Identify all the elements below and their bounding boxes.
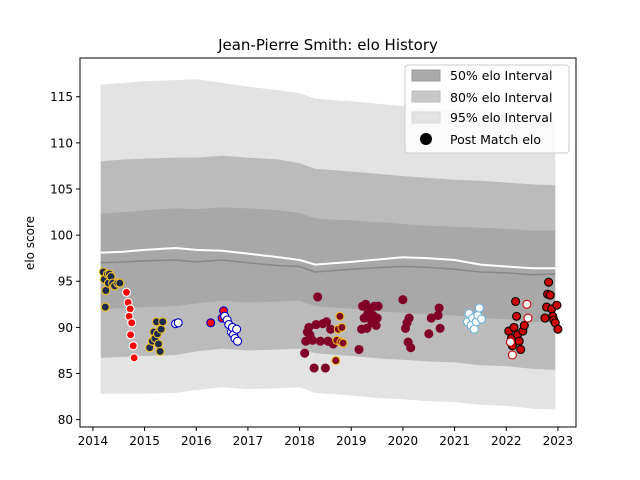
match-point <box>313 292 323 302</box>
legend-box <box>404 64 570 154</box>
match-point <box>153 339 164 349</box>
y-tick-label: 105 <box>50 182 73 196</box>
match-point <box>127 318 137 328</box>
match-point <box>155 346 165 356</box>
match-point <box>424 329 434 339</box>
match-point <box>474 303 484 313</box>
match-point <box>115 278 125 288</box>
match-point <box>552 300 562 310</box>
match-point <box>233 336 243 346</box>
match-point <box>128 341 138 351</box>
match-point <box>320 363 330 373</box>
x-tick-label: 2017 <box>233 434 264 448</box>
match-point <box>544 277 554 287</box>
match-point <box>121 287 132 297</box>
legend-swatch-95 <box>411 111 441 124</box>
match-point <box>315 336 325 346</box>
match-point <box>406 343 416 353</box>
match-point <box>435 323 445 333</box>
match-point <box>232 324 242 334</box>
legend-label-post-match: Post Match elo <box>450 132 541 147</box>
y-tick-label: 80 <box>58 413 73 427</box>
x-tick-label: 2022 <box>491 434 522 448</box>
legend-label-95: 95% elo Interval <box>450 110 552 125</box>
y-tick-label: 85 <box>58 367 73 381</box>
match-point <box>321 317 332 327</box>
match-point <box>371 320 381 331</box>
match-point <box>300 348 310 358</box>
match-point <box>373 301 383 311</box>
match-point <box>512 311 522 321</box>
match-point <box>509 322 519 332</box>
match-point <box>206 318 216 328</box>
median-line <box>100 259 556 276</box>
legend: 50% elo Interval 80% elo Interval 95% el… <box>404 64 570 154</box>
match-point <box>523 313 533 323</box>
match-point <box>354 344 364 355</box>
match-point <box>476 314 487 324</box>
x-tick-label: 2016 <box>181 434 212 448</box>
match-point <box>125 304 135 314</box>
y-tick-label: 95 <box>58 275 73 289</box>
y-tick-label: 110 <box>50 136 73 150</box>
match-point <box>514 336 524 346</box>
match-point <box>335 311 345 321</box>
match-point <box>507 350 517 360</box>
y-axis-label: elo score <box>23 216 37 270</box>
match-point <box>126 330 136 340</box>
match-point <box>434 303 444 313</box>
x-tick-label: 2020 <box>388 434 419 448</box>
match-point <box>545 290 555 300</box>
x-tick-label: 2015 <box>129 434 160 448</box>
y-tick-label: 100 <box>50 229 73 243</box>
match-point <box>540 313 550 323</box>
x-tick-label: 2021 <box>439 434 470 448</box>
match-point <box>398 295 408 305</box>
legend-swatch-80 <box>411 90 441 103</box>
match-point <box>404 313 414 323</box>
match-point <box>511 296 521 307</box>
legend-marker-post-match <box>420 133 432 145</box>
match-point <box>309 363 319 373</box>
y-tick-label: 90 <box>58 321 73 335</box>
y-axis: 80 85 90 95 100 105 110 115 <box>50 90 80 427</box>
match-point <box>307 335 318 345</box>
legend-swatch-50 <box>411 69 441 82</box>
match-point <box>326 324 336 334</box>
x-tick-label: 2018 <box>284 434 315 448</box>
mean-line <box>100 246 556 270</box>
match-point <box>433 310 443 320</box>
x-axis: 2014 2015 2016 2017 2018 2019 2020 2021 2022 2023 <box>78 427 574 448</box>
plot-frame <box>79 57 577 428</box>
match-points <box>98 267 563 373</box>
x-tick-label: 2014 <box>78 434 109 448</box>
legend-label-80: 80% elo Interval <box>450 90 552 105</box>
match-point <box>100 302 110 312</box>
match-point <box>338 338 348 348</box>
match-point <box>362 323 372 333</box>
match-point <box>372 313 382 323</box>
match-point <box>522 299 532 309</box>
band-50 <box>100 207 556 323</box>
match-point <box>469 324 479 334</box>
match-point <box>505 337 515 347</box>
match-point <box>516 344 526 355</box>
legend-label-50: 50% elo Interval <box>450 68 552 83</box>
x-tick-label: 2023 <box>543 434 574 448</box>
chart-title: Jean-Pierre Smith: elo History <box>217 36 438 54</box>
x-tick-label: 2019 <box>336 434 367 448</box>
y-tick-label: 115 <box>50 90 73 104</box>
match-point <box>173 318 183 328</box>
match-point <box>101 285 111 296</box>
match-point <box>553 324 563 334</box>
match-point <box>156 324 166 334</box>
match-point <box>337 322 347 332</box>
match-point <box>158 317 168 327</box>
match-point <box>519 320 529 331</box>
match-point <box>129 353 139 363</box>
match-point <box>331 356 341 366</box>
